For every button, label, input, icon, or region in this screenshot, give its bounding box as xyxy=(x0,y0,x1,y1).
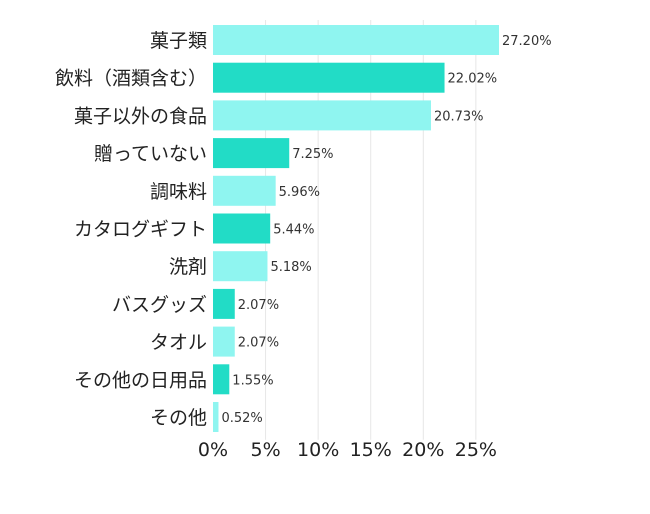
x-axis-tick-labels: 0% 5% 10% 15% 20% 25% xyxy=(198,439,497,461)
category-label: カタログギフト xyxy=(74,219,207,241)
bar xyxy=(213,326,235,357)
bar xyxy=(213,100,431,131)
category-label: 調味料 xyxy=(150,181,207,203)
category-label: 菓子以外の食品 xyxy=(74,105,207,127)
category-label: バスグッズ xyxy=(112,294,207,316)
x-tick-label: 0% xyxy=(198,439,228,461)
value-label: 5.44% xyxy=(273,223,314,238)
value-label: 0.52% xyxy=(221,411,262,426)
category-label: 洗剤 xyxy=(169,256,207,278)
value-label: 2.07% xyxy=(238,336,279,351)
x-tick-label: 10% xyxy=(297,439,339,461)
value-label: 20.73% xyxy=(434,109,484,124)
x-tick-label: 15% xyxy=(350,439,392,461)
value-label: 22.02% xyxy=(448,72,498,87)
bars xyxy=(213,25,499,432)
bar xyxy=(213,213,271,244)
value-label: 27.20% xyxy=(502,34,552,49)
category-label: その他 xyxy=(150,407,207,429)
category-label: 菓子類 xyxy=(150,30,207,52)
category-label: 贈っていない xyxy=(94,143,207,165)
value-label: 5.18% xyxy=(270,260,311,275)
bar xyxy=(213,175,276,206)
x-tick-label: 20% xyxy=(402,439,444,461)
bar xyxy=(213,364,230,395)
category-label: その他の日用品 xyxy=(74,369,207,391)
value-label: 1.55% xyxy=(232,373,273,388)
category-label: タオル xyxy=(150,332,207,354)
x-tick-label: 5% xyxy=(250,439,280,461)
bar xyxy=(213,138,290,169)
value-label: 7.25% xyxy=(292,147,333,162)
value-labels: 27.20% 22.02% 20.73% 7.25% 5.96% 5.44% 5.18% 2.… xyxy=(221,34,551,426)
bar xyxy=(213,288,235,319)
bar xyxy=(213,402,219,432)
value-label: 5.96% xyxy=(279,185,320,200)
x-tick-label: 25% xyxy=(455,439,497,461)
bar xyxy=(213,62,445,93)
category-label: 飲料（酒類含む） xyxy=(55,68,207,90)
bar xyxy=(213,25,499,55)
bar xyxy=(213,251,268,282)
value-label: 2.07% xyxy=(238,298,279,313)
